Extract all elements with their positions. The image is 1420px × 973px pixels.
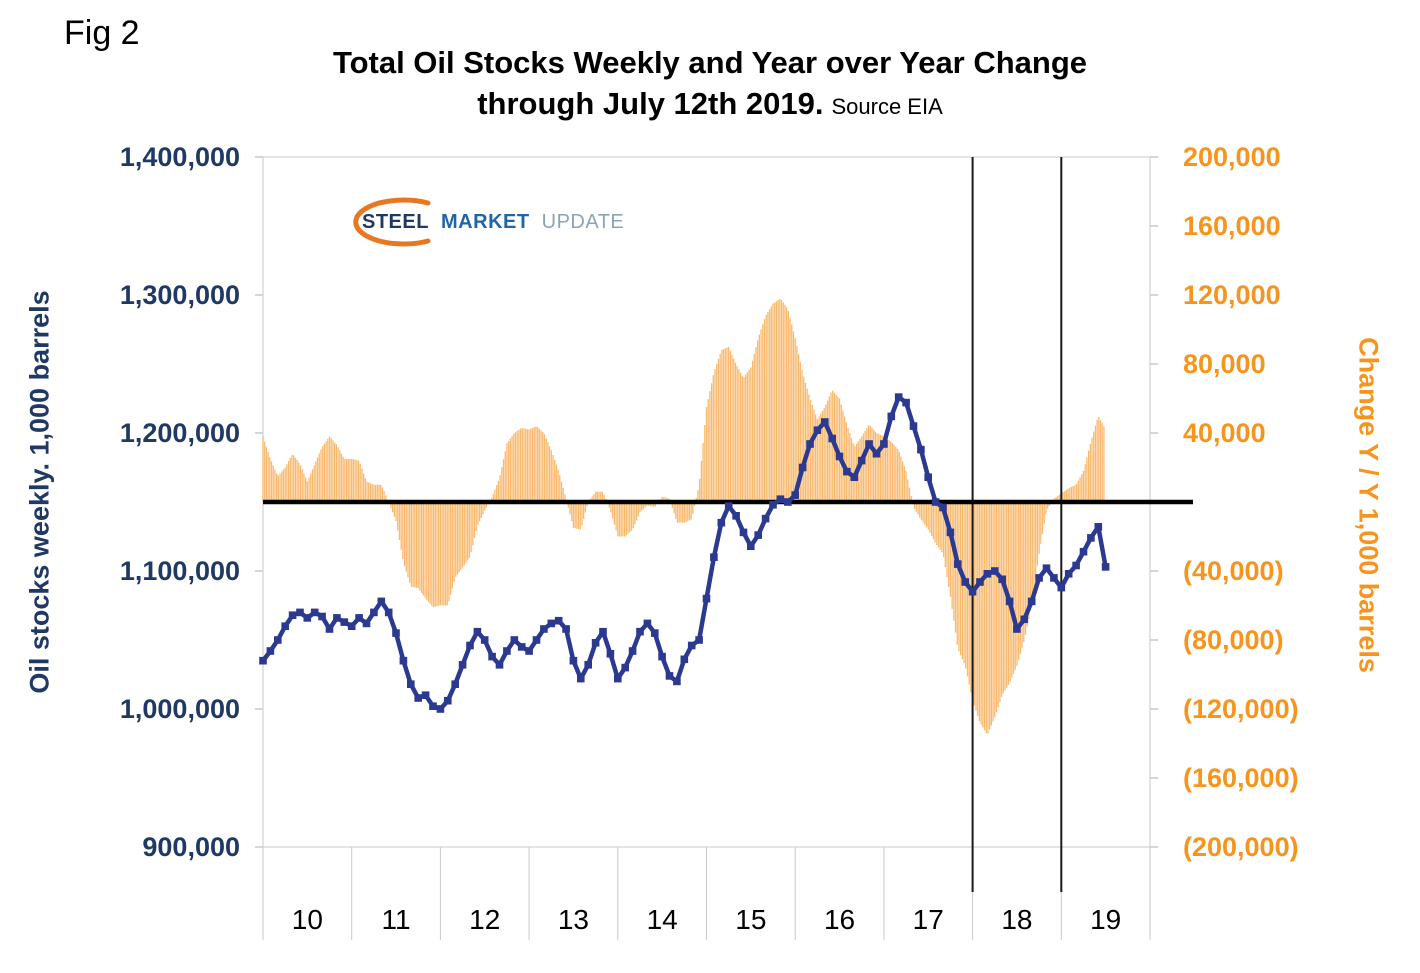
x-axis-tick-label: 19 bbox=[1090, 904, 1121, 935]
right-axis-tick-label: (40,000) bbox=[1183, 556, 1284, 586]
logo-word-market: MARKET bbox=[441, 211, 530, 233]
chart-title: Total Oil Stocks Weekly and Year over Ye… bbox=[0, 44, 1420, 122]
left-axis-tick-label: 900,000 bbox=[142, 832, 240, 862]
right-axis-tick-label: 160,000 bbox=[1183, 211, 1281, 241]
x-axis-tick-label: 14 bbox=[647, 904, 678, 935]
x-axis-tick-label: 11 bbox=[382, 904, 411, 935]
x-axis-tick-label: 16 bbox=[824, 904, 855, 935]
x-axis-tick-label: 18 bbox=[1001, 904, 1032, 935]
x-axis-tick-label: 15 bbox=[735, 904, 766, 935]
smu-logo: STEEL MARKET UPDATE bbox=[352, 194, 624, 254]
oil-stocks-line-markers bbox=[259, 393, 1110, 713]
right-axis-tick-label: 200,000 bbox=[1183, 142, 1281, 172]
left-axis-tick-label: 1,000,000 bbox=[120, 694, 240, 724]
right-axis-tick-label: (200,000) bbox=[1183, 832, 1299, 862]
right-axis-tick-label: 120,000 bbox=[1183, 280, 1281, 310]
left-axis-tick-label: 1,300,000 bbox=[120, 280, 240, 310]
right-axis-tick-label: (120,000) bbox=[1183, 694, 1299, 724]
yoy-change-bars bbox=[262, 298, 1105, 734]
chart-source-label: Source EIA bbox=[831, 94, 943, 120]
chart-title-line2: through July 12th 2019. Source EIA bbox=[0, 85, 1420, 122]
fig-label: Fig 2 bbox=[64, 14, 140, 52]
left-axis-tick-label: 1,200,000 bbox=[120, 418, 240, 448]
smu-logo-text: STEEL MARKET UPDATE bbox=[362, 211, 624, 234]
x-axis-tick-label: 10 bbox=[292, 904, 323, 935]
right-axis-tick-label: (80,000) bbox=[1183, 625, 1284, 655]
chart-title-line1: Total Oil Stocks Weekly and Year over Ye… bbox=[332, 45, 1088, 80]
chart-title-line2-text: through July 12th 2019. bbox=[477, 86, 824, 122]
x-axis-tick-label: 12 bbox=[469, 904, 500, 935]
right-axis-tick-label: 40,000 bbox=[1183, 418, 1266, 448]
logo-word-update: UPDATE bbox=[541, 211, 625, 233]
x-axis-tick-label: 13 bbox=[558, 904, 589, 935]
logo-word-steel: STEEL bbox=[362, 211, 429, 233]
right-axis-tick-label: (160,000) bbox=[1183, 763, 1299, 793]
left-axis-tick-label: 1,100,000 bbox=[120, 556, 240, 586]
x-axis-tick-label: 17 bbox=[913, 904, 944, 935]
right-axis-tick-label: 80,000 bbox=[1183, 349, 1266, 379]
logo-swoosh-icon bbox=[353, 197, 431, 247]
left-axis-tick-label: 1,400,000 bbox=[120, 142, 240, 172]
